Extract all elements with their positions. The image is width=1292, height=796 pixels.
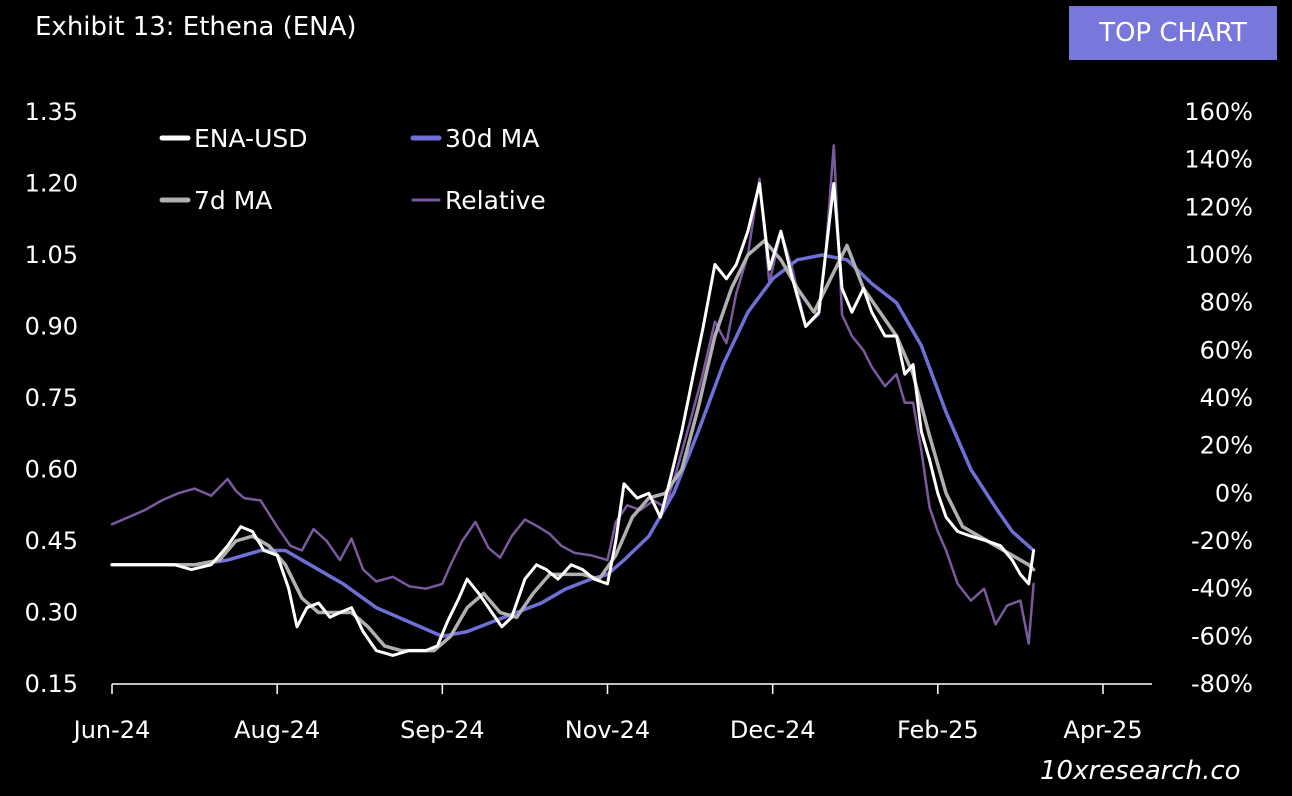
y-right-tick-label: 0% bbox=[1215, 479, 1253, 507]
top-chart-badge: TOP CHART bbox=[1069, 6, 1277, 60]
watermark: 10xresearch.co bbox=[1040, 756, 1241, 786]
y-right-tick-label: -60% bbox=[1191, 622, 1253, 650]
legend-label: ENA-USD bbox=[194, 124, 308, 153]
y-right-tick-label: -40% bbox=[1191, 575, 1253, 603]
y-right-tick-label: 60% bbox=[1200, 336, 1253, 364]
x-tick-label: Jun-24 bbox=[72, 716, 151, 744]
y-left-tick-label: 1.35 bbox=[25, 98, 78, 126]
y-right-tick-label: 100% bbox=[1184, 241, 1253, 269]
chart-title: Exhibit 13: Ethena (ENA) bbox=[35, 12, 357, 42]
y-right-tick-label: -80% bbox=[1191, 670, 1253, 698]
y-left-tick-label: 0.75 bbox=[25, 384, 78, 412]
legend-label: 7d MA bbox=[194, 186, 272, 215]
y-right-tick-label: 20% bbox=[1200, 432, 1253, 460]
y-left-tick-label: 0.30 bbox=[25, 599, 78, 627]
y-left-tick-label: 0.15 bbox=[25, 670, 78, 698]
y-right-tick-label: 160% bbox=[1184, 98, 1253, 126]
y-left-tick-label: 0.45 bbox=[25, 527, 78, 555]
x-tick-label: Nov-24 bbox=[565, 716, 650, 744]
x-tick-label: Feb-25 bbox=[897, 716, 979, 744]
legend-label: 30d MA bbox=[445, 124, 539, 153]
series-line-30d-ma bbox=[192, 253, 1036, 639]
series-line-ena-usd bbox=[110, 182, 1036, 657]
y-left-tick-label: 1.20 bbox=[25, 170, 78, 198]
series-line-7d-ma bbox=[110, 238, 1036, 653]
x-tick-label: Dec-24 bbox=[730, 716, 816, 744]
y-right-tick-label: -20% bbox=[1191, 527, 1253, 555]
y-right-tick-label: 80% bbox=[1200, 289, 1253, 317]
series-line-relative bbox=[110, 144, 1035, 645]
series-layer bbox=[110, 144, 1036, 657]
y-left-tick-label: 1.05 bbox=[25, 241, 78, 269]
y-left-tick-label: 0.90 bbox=[25, 313, 78, 341]
chart-axes: Jun-24 Aug-24 Sep-24 Nov-24 Dec-24 Feb-25 Apr-… bbox=[25, 98, 1253, 744]
legend-label: Relative bbox=[445, 186, 546, 215]
x-tick-label: Apr-25 bbox=[1063, 716, 1142, 744]
legend: ENA-USD 30d MA 7d MA Relative bbox=[159, 124, 546, 215]
y-right-tick-label: 40% bbox=[1200, 384, 1253, 412]
y-left-tick-label: 0.60 bbox=[25, 456, 78, 484]
x-tick-label: Sep-24 bbox=[400, 716, 484, 744]
x-tick-label: Aug-24 bbox=[234, 716, 320, 744]
y-right-tick-label: 140% bbox=[1184, 146, 1253, 174]
y-right-tick-label: 120% bbox=[1184, 193, 1253, 221]
